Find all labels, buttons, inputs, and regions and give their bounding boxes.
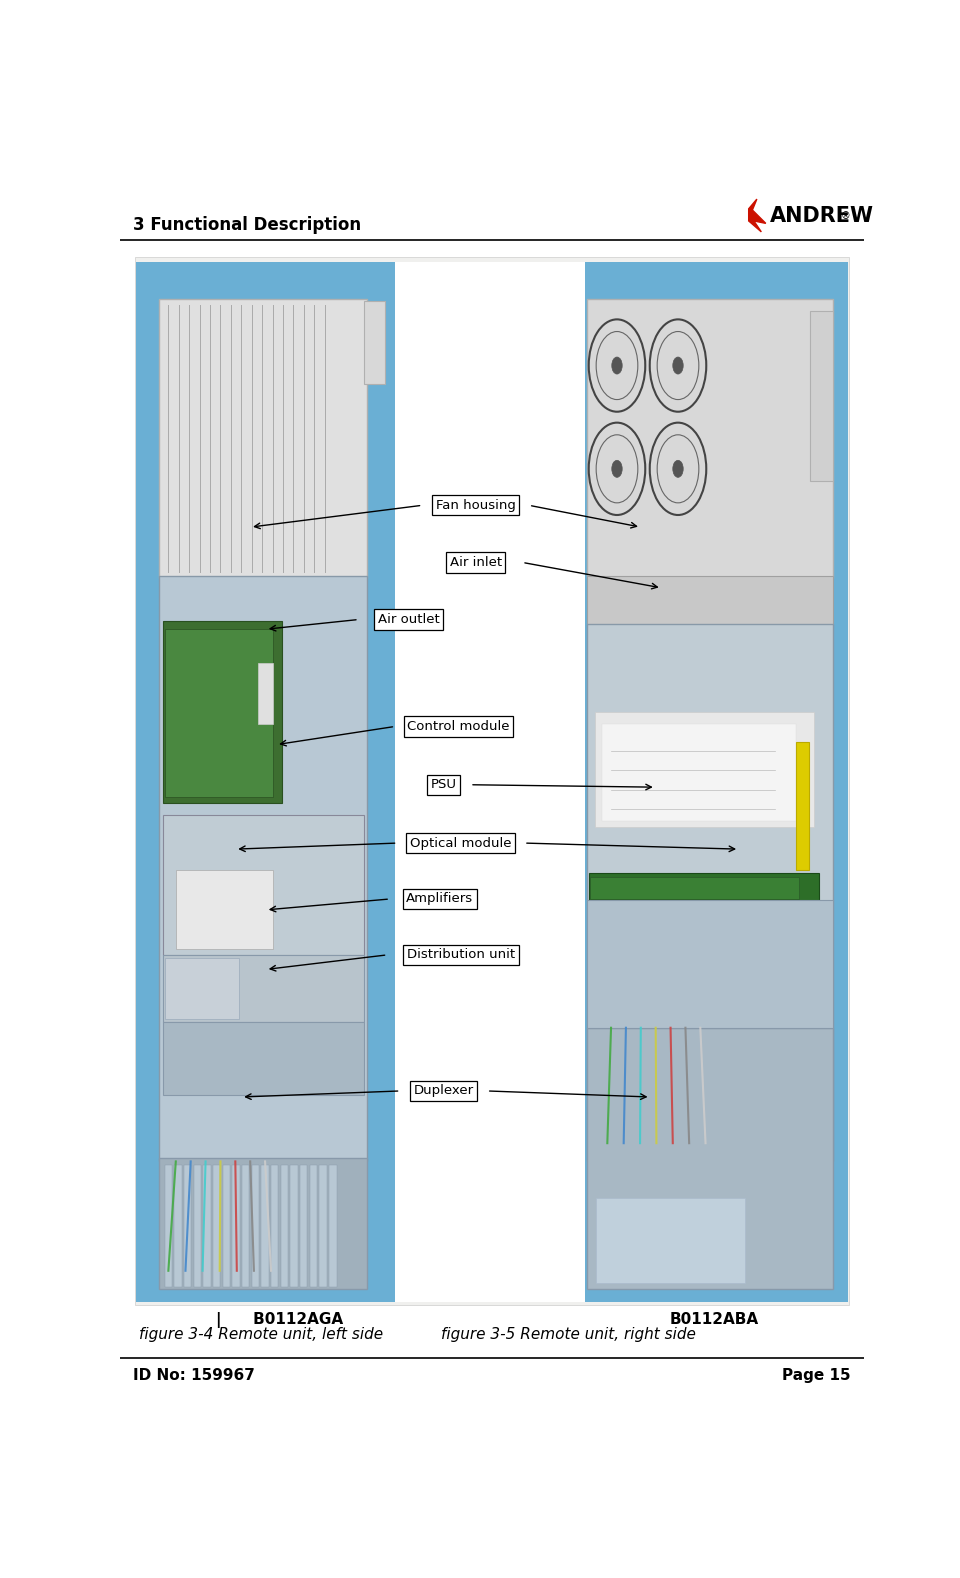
FancyBboxPatch shape: [261, 1165, 269, 1286]
FancyBboxPatch shape: [594, 712, 814, 827]
FancyBboxPatch shape: [158, 298, 367, 578]
FancyBboxPatch shape: [163, 1021, 364, 1095]
Circle shape: [673, 461, 684, 477]
FancyBboxPatch shape: [213, 1165, 221, 1286]
FancyBboxPatch shape: [165, 1165, 172, 1286]
FancyBboxPatch shape: [232, 1165, 240, 1286]
FancyBboxPatch shape: [602, 724, 796, 821]
FancyBboxPatch shape: [165, 958, 239, 1019]
Text: PSU: PSU: [431, 778, 457, 791]
Circle shape: [673, 357, 684, 374]
FancyBboxPatch shape: [165, 630, 273, 797]
Text: Duplexer: Duplexer: [414, 1084, 473, 1097]
FancyBboxPatch shape: [158, 576, 367, 1161]
FancyBboxPatch shape: [134, 257, 849, 1305]
FancyBboxPatch shape: [590, 877, 799, 899]
Text: figure 3-5 Remote unit, right side: figure 3-5 Remote unit, right side: [442, 1327, 696, 1341]
FancyBboxPatch shape: [194, 1165, 201, 1286]
FancyBboxPatch shape: [158, 1158, 367, 1289]
Text: Fan housing: Fan housing: [436, 499, 516, 511]
FancyBboxPatch shape: [588, 874, 820, 899]
Text: B0112ABA: B0112ABA: [669, 1311, 758, 1327]
FancyBboxPatch shape: [223, 1165, 230, 1286]
FancyBboxPatch shape: [184, 1165, 191, 1286]
Text: |      B0112AGA: | B0112AGA: [216, 1311, 344, 1329]
FancyBboxPatch shape: [810, 311, 832, 481]
Text: Optical module: Optical module: [410, 836, 512, 849]
FancyBboxPatch shape: [163, 816, 364, 955]
Text: ®: ®: [841, 211, 851, 221]
FancyBboxPatch shape: [588, 899, 832, 1027]
Text: Page 15: Page 15: [782, 1368, 851, 1382]
Circle shape: [612, 461, 622, 477]
Text: ANDREW: ANDREW: [770, 207, 875, 226]
FancyBboxPatch shape: [175, 1165, 181, 1286]
FancyBboxPatch shape: [364, 301, 385, 383]
FancyBboxPatch shape: [300, 1165, 307, 1286]
Polygon shape: [749, 199, 766, 232]
Text: figure 3-4 Remote unit, left side: figure 3-4 Remote unit, left side: [138, 1327, 383, 1341]
FancyBboxPatch shape: [588, 298, 832, 578]
FancyBboxPatch shape: [588, 625, 832, 1161]
Circle shape: [612, 357, 622, 374]
FancyBboxPatch shape: [136, 262, 848, 1302]
FancyBboxPatch shape: [290, 1165, 298, 1286]
FancyBboxPatch shape: [596, 1198, 745, 1283]
Text: ID No: 159967: ID No: 159967: [133, 1368, 255, 1382]
FancyBboxPatch shape: [588, 576, 832, 626]
FancyBboxPatch shape: [163, 620, 282, 803]
FancyBboxPatch shape: [796, 742, 809, 869]
FancyBboxPatch shape: [204, 1165, 211, 1286]
FancyBboxPatch shape: [163, 955, 364, 1021]
Text: 3 Functional Description: 3 Functional Description: [133, 216, 362, 234]
FancyBboxPatch shape: [310, 1165, 317, 1286]
Text: Control module: Control module: [407, 720, 510, 732]
FancyBboxPatch shape: [252, 1165, 259, 1286]
FancyBboxPatch shape: [396, 262, 585, 1302]
FancyBboxPatch shape: [320, 1165, 326, 1286]
Text: Distribution unit: Distribution unit: [407, 948, 515, 961]
FancyBboxPatch shape: [280, 1165, 288, 1286]
FancyBboxPatch shape: [242, 1165, 250, 1286]
FancyBboxPatch shape: [257, 663, 273, 724]
FancyBboxPatch shape: [176, 869, 273, 948]
Text: Amplifiers: Amplifiers: [406, 893, 473, 906]
Text: Air outlet: Air outlet: [378, 612, 440, 626]
Text: Air inlet: Air inlet: [449, 555, 502, 570]
FancyBboxPatch shape: [271, 1165, 278, 1286]
FancyBboxPatch shape: [588, 1027, 832, 1289]
FancyBboxPatch shape: [329, 1165, 337, 1286]
